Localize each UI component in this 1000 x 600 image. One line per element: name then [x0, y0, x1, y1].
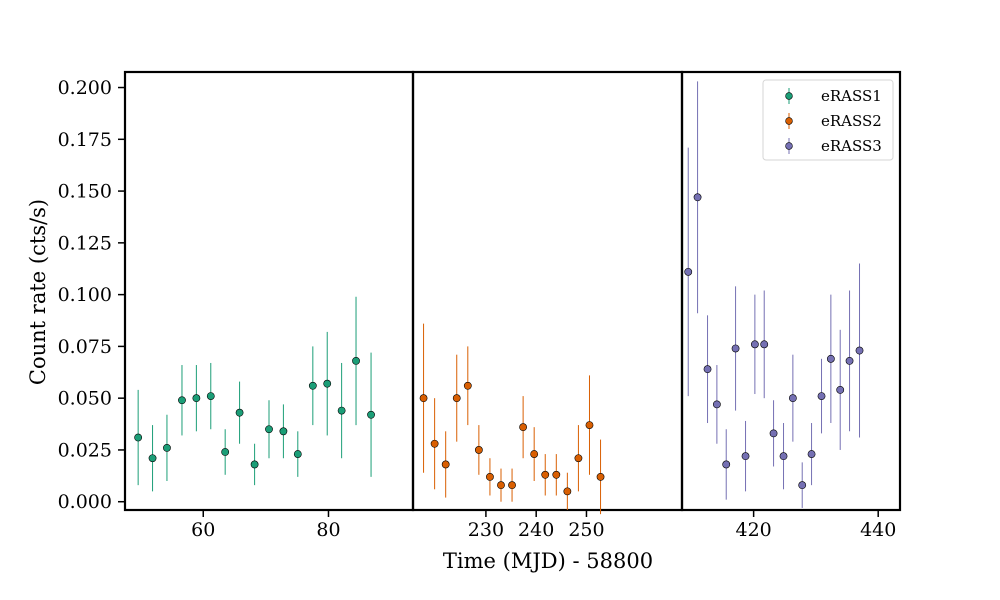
data-point [430, 439, 439, 448]
series-eRASS1 [134, 296, 375, 492]
data-point [596, 472, 605, 481]
data-point [352, 356, 360, 365]
data-point [798, 481, 807, 490]
data-point [552, 470, 561, 479]
data-point [178, 396, 186, 405]
y-tick-label: 0.175 [58, 129, 112, 151]
data-point [419, 394, 428, 403]
y-tick-label: 0.000 [58, 491, 112, 513]
data-point [684, 267, 693, 276]
y-axis: 0.000 0.025 0.050 0.075 0.100 0.125 0.150 0.175… [58, 77, 125, 513]
data-point [585, 421, 594, 429]
y-tick-label: 0.125 [58, 232, 112, 254]
panel-2: 230 240 250 [411, 70, 684, 541]
x-tick-label: 440 [860, 519, 896, 541]
data-point [474, 446, 483, 454]
data-point [279, 427, 288, 436]
data-point [486, 472, 494, 481]
legend: eRASS1 eRASS2 eRASS3 [762, 79, 894, 161]
data-point [788, 394, 797, 403]
data-point [760, 340, 769, 349]
y-tick-label: 0.150 [58, 181, 112, 203]
legend-box [762, 79, 894, 161]
data-point [134, 433, 143, 442]
data-point [712, 400, 721, 409]
y-axis-label: Count rate (cts/s) [26, 199, 50, 385]
panel-frame [411, 70, 684, 512]
data-point [826, 354, 835, 363]
data-point [817, 392, 826, 400]
legend-marker [785, 142, 793, 150]
data-point [703, 365, 712, 374]
y-tick-label: 0.025 [58, 439, 112, 461]
data-point [731, 344, 740, 353]
data-point [452, 394, 461, 403]
data-point [693, 193, 702, 202]
y-tick-label: 0.050 [58, 388, 112, 410]
data-point [308, 381, 317, 390]
x-tick-label: 240 [518, 519, 554, 541]
panel-frame [680, 70, 902, 512]
data-point [221, 448, 230, 456]
data-point [530, 450, 539, 458]
data-point [206, 392, 215, 400]
data-point [563, 487, 572, 496]
y-tick-label: 0.200 [58, 77, 112, 99]
data-point [463, 381, 472, 390]
x-tick-label: 60 [191, 519, 215, 541]
data-point [235, 408, 244, 417]
data-point [148, 454, 157, 463]
data-point [508, 481, 516, 490]
series-eRASS3 [684, 81, 864, 508]
data-point [367, 410, 375, 419]
x-tick-label: 230 [468, 519, 504, 541]
y-tick-label: 0.075 [58, 336, 112, 358]
data-point [541, 470, 550, 479]
data-point [265, 425, 273, 434]
legend-marker [785, 117, 793, 125]
data-point [441, 460, 450, 469]
data-point [192, 394, 201, 403]
data-point [845, 356, 854, 365]
panels-layer: 60 80 230 240 250 420 440 [123, 70, 902, 541]
legend-label: eRASS1 [821, 87, 882, 105]
series-eRASS2 [419, 323, 605, 515]
legend-label: eRASS2 [821, 112, 882, 130]
data-point [323, 379, 332, 388]
x-axis-label: Time (MJD) - 58800 [443, 549, 653, 573]
data-point [779, 452, 788, 461]
x-tick-label: 80 [316, 519, 340, 541]
data-point [337, 406, 346, 415]
data-point [741, 452, 750, 461]
data-point [250, 460, 259, 469]
data-point [836, 385, 845, 394]
legend-label: eRASS3 [821, 137, 882, 155]
legend-marker [785, 92, 793, 100]
data-point [750, 340, 759, 349]
data-point [855, 346, 864, 355]
data-point [497, 481, 505, 490]
y-tick-label: 0.100 [58, 284, 112, 306]
data-point [293, 450, 302, 458]
data-point [519, 423, 528, 432]
data-point [769, 429, 778, 438]
x-tick-label: 250 [568, 519, 604, 541]
data-point [574, 454, 583, 463]
x-tick-label: 420 [735, 519, 771, 541]
data-point [807, 450, 816, 458]
data-point [722, 460, 731, 469]
data-point [163, 443, 171, 452]
panel-1: 60 80 [123, 70, 415, 541]
panel-3: 420 440 [680, 70, 902, 541]
